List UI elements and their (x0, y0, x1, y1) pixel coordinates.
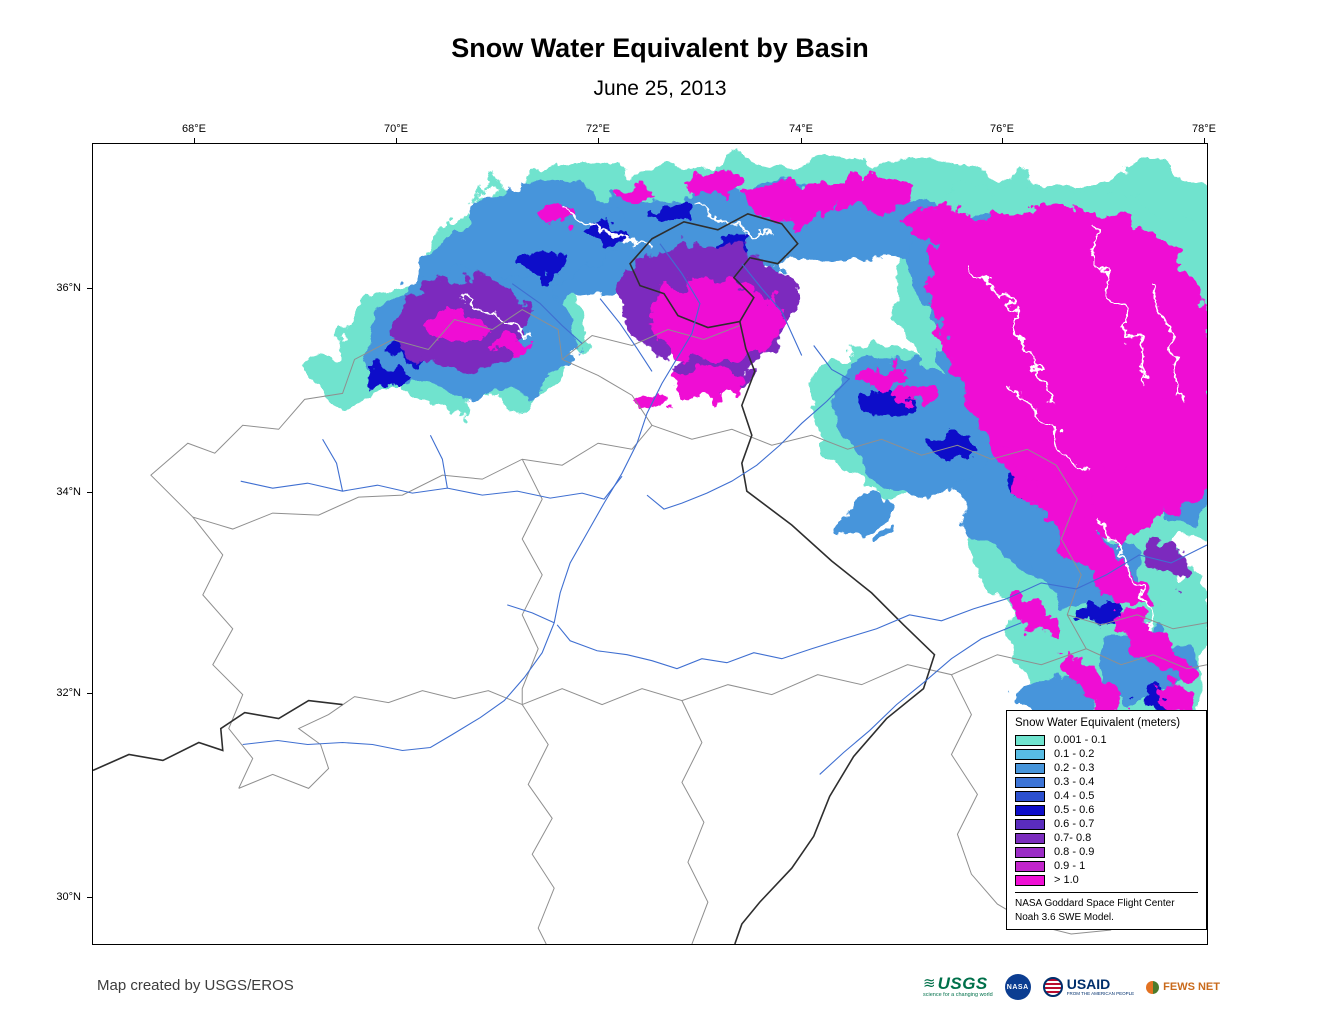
legend-item: 0.3 - 0.4 (1015, 776, 1198, 788)
legend-label: 0.1 - 0.2 (1054, 748, 1095, 760)
legend-item: 0.8 - 0.9 (1015, 846, 1198, 858)
legend-label: 0.2 - 0.3 (1054, 762, 1095, 774)
legend-label: 0.9 - 1 (1054, 860, 1086, 872)
map-credit: Map created by USGS/EROS (97, 977, 294, 994)
tick-mark (1002, 138, 1003, 144)
snow-valley-veins (453, 204, 1185, 626)
map-frame: 68°E 70°E 72°E 74°E 76°E 78°E 36°N 34°N … (56, 123, 1216, 945)
legend-item: 0.6 - 0.7 (1015, 818, 1198, 830)
legend-item: 0.5 - 0.6 (1015, 804, 1198, 816)
legend-item: 0.001 - 0.1 (1015, 734, 1198, 746)
fewsnet-globe-icon (1146, 980, 1160, 994)
legend-source: NASA Goddard Space Flight Center Noah 3.… (1015, 892, 1198, 924)
legend-swatch (1015, 860, 1045, 872)
legend-swatch (1015, 762, 1045, 774)
usaid-logo-text: USAID (1066, 976, 1111, 993)
usgs-tagline: science for a changing world (923, 992, 993, 999)
legend-label: > 1.0 (1054, 874, 1079, 886)
x-tick-label: 78°E (1192, 123, 1216, 135)
legend-title: Snow Water Equivalent (meters) (1015, 717, 1181, 729)
tick-mark (194, 138, 195, 144)
legend-swatch (1015, 734, 1045, 746)
logo-strip: ≋ USGS science for a changing world NASA… (923, 974, 1220, 1000)
y-tick-label: 32°N (56, 687, 81, 699)
usaid-emblem-icon (1042, 977, 1063, 997)
legend-label: 0.5 - 0.6 (1054, 804, 1095, 816)
x-tick-label: 68°E (182, 123, 206, 135)
tick-mark (396, 138, 397, 144)
x-tick-label: 74°E (789, 123, 813, 135)
usaid-tagline: FROM THE AMERICAN PEOPLE (1066, 991, 1135, 997)
page-title: Snow Water Equivalent by Basin (451, 33, 869, 63)
rivers (240, 243, 1207, 775)
tick-mark (87, 288, 93, 289)
usgs-logo-text: USGS (937, 974, 988, 994)
fewsnet-logo-text: FEWS NET (1163, 981, 1220, 993)
legend-item: 0.4 - 0.5 (1015, 790, 1198, 802)
legend-label: 0.3 - 0.4 (1054, 776, 1095, 788)
map-graphic (93, 162, 1207, 944)
legend-swatch (1015, 748, 1045, 760)
legend-label: 0.4 - 0.5 (1054, 790, 1095, 802)
legend-label: 0.001 - 0.1 (1054, 734, 1107, 746)
tick-mark (87, 693, 93, 694)
y-tick-label: 34°N (56, 486, 81, 498)
legend-label: 0.7- 0.8 (1054, 832, 1092, 844)
legend-item: 0.9 - 1 (1015, 860, 1198, 872)
nasa-logo-text: NASA (1006, 983, 1029, 991)
tick-mark (1204, 138, 1205, 144)
legend-source-line2: Noah 3.6 SWE Model. (1015, 911, 1114, 923)
tick-mark (801, 138, 802, 144)
legend-item: 0.1 - 0.2 (1015, 748, 1198, 760)
legend-label: 0.8 - 0.9 (1054, 846, 1095, 858)
map-legend: Snow Water Equivalent (meters) 0.001 - 0… (1006, 710, 1207, 930)
legend-swatch (1015, 776, 1045, 788)
tick-mark (87, 492, 93, 493)
country-border (93, 212, 936, 944)
y-tick-label: 36°N (56, 282, 81, 294)
fewsnet-logo: FEWS NET (1146, 980, 1220, 994)
x-tick-label: 72°E (586, 123, 610, 135)
legend-source-line1: NASA Goddard Space Flight Center (1015, 898, 1175, 909)
y-tick-label: 30°N (56, 891, 81, 903)
legend-swatch (1015, 804, 1045, 816)
usaid-logo: USAID FROM THE AMERICAN PEOPLE (1042, 976, 1135, 997)
legend-swatch (1015, 790, 1045, 802)
page-subtitle: June 25, 2013 (593, 77, 727, 100)
legend-item: 0.7- 0.8 (1015, 832, 1198, 844)
swe-magenta-layer (424, 168, 1207, 805)
legend-swatch (1015, 818, 1045, 830)
legend-label: 0.6 - 0.7 (1054, 818, 1095, 830)
tick-mark (87, 897, 93, 898)
usgs-wave-icon: ≋ (923, 975, 936, 993)
x-tick-label: 76°E (990, 123, 1014, 135)
legend-swatch (1015, 874, 1045, 886)
legend-swatch (1015, 832, 1045, 844)
usgs-logo: ≋ USGS science for a changing world (923, 975, 993, 999)
legend-item: 0.2 - 0.3 (1015, 762, 1198, 774)
nasa-logo: NASA (1004, 974, 1031, 1000)
legend-item: > 1.0 (1015, 874, 1198, 886)
legend-swatch (1015, 846, 1045, 858)
x-tick-label: 70°E (384, 123, 408, 135)
tick-mark (598, 138, 599, 144)
snow-raster-layer (296, 162, 1207, 805)
